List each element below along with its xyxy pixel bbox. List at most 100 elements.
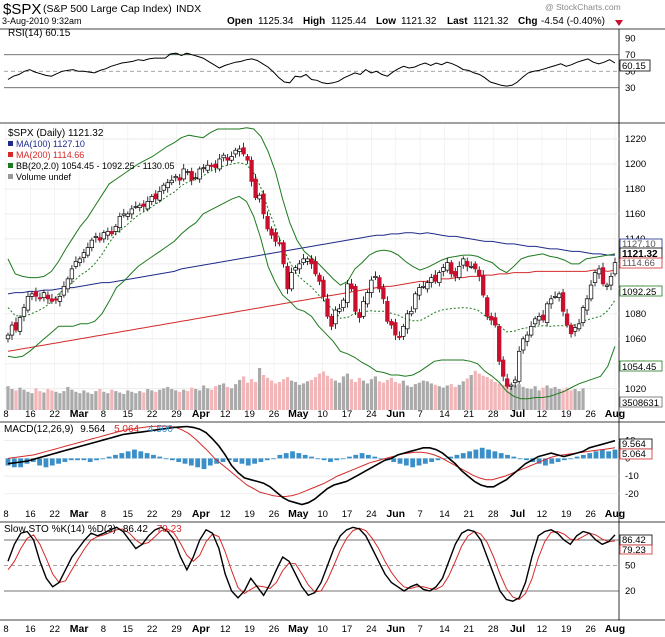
rsi-tick-label: 90	[625, 33, 636, 44]
candle-body	[117, 216, 122, 229]
bb-mid-line	[7, 162, 616, 333]
x-tick-label: 26	[585, 624, 596, 635]
macd-title-signal: 5.064	[114, 424, 139, 435]
x-tick-label: Aug	[605, 408, 625, 420]
macd-histogram-bar	[169, 458, 175, 461]
x-tick-label: 8	[3, 509, 8, 520]
x-tick-label: 17	[342, 509, 353, 520]
macd-histogram-bar	[524, 458, 529, 461]
x-tick-label: 26	[269, 509, 280, 520]
macd-histogram-bar	[207, 458, 213, 466]
x-tick-label: May	[288, 408, 309, 420]
volume-bar	[277, 382, 282, 410]
volume-bar	[349, 379, 354, 410]
x-tick-label: 15	[123, 509, 134, 520]
candle-body	[185, 171, 190, 173]
x-tick-label: Jun	[386, 408, 405, 420]
tick-labels: 9070503012201200118011601140112011001080…	[3, 33, 646, 635]
candle-body	[317, 274, 322, 282]
candle-body	[157, 191, 162, 201]
candle-body	[13, 322, 19, 331]
volume-bar	[198, 390, 202, 410]
candle-body	[417, 287, 422, 296]
macd-histogram-bar	[366, 454, 371, 459]
candle-body	[457, 266, 462, 278]
volume-bar	[313, 377, 318, 410]
candle-body	[121, 213, 126, 216]
x-tick-label: 12	[537, 409, 548, 420]
candle-body	[540, 314, 546, 321]
x-tick-label: Aug	[605, 623, 625, 635]
ma200-line	[7, 269, 616, 352]
volume-bar	[66, 386, 70, 410]
candle-body	[145, 201, 150, 210]
volume-bar	[261, 375, 266, 410]
macd-histogram-bar	[138, 451, 144, 459]
macd-histogram-bar	[233, 458, 239, 462]
candle-body	[241, 147, 246, 155]
x-tick-label: 19	[561, 624, 572, 635]
volume-bar	[126, 390, 130, 410]
candle-body	[497, 325, 502, 362]
volume-bar	[22, 389, 26, 410]
low-label: Low	[376, 16, 396, 27]
candle-body	[197, 168, 202, 180]
candle-body	[517, 350, 522, 382]
candle-body	[353, 286, 358, 312]
rsi-value-box: 60.15	[622, 61, 646, 72]
candle-body	[592, 272, 598, 283]
macd-histogram-bar	[252, 458, 257, 464]
k-value-box: 86.42	[622, 535, 646, 546]
candle-body	[37, 297, 43, 300]
candle-body	[125, 213, 130, 217]
volume-bar	[441, 387, 445, 410]
macd-histogram-bar	[517, 458, 523, 460]
volume-bar	[154, 391, 158, 410]
volume-bar	[70, 389, 74, 410]
x-tick-label: 21	[464, 624, 475, 635]
candle-body	[536, 315, 542, 321]
volume-bar	[333, 380, 338, 410]
x-tick-label: Apr	[192, 623, 210, 635]
chart-header: $SPX (S&P 500 Large Cap Index) INDX 3-Au…	[2, 1, 623, 27]
candle-body	[181, 168, 186, 180]
chg-value: -4.54 (-0.40%)	[541, 16, 605, 27]
candle-body	[257, 194, 262, 200]
volume-bar	[337, 382, 342, 410]
volume-bar	[481, 375, 485, 410]
volume-bar	[257, 368, 262, 410]
macd-histogram-bar	[113, 454, 118, 459]
candle-body	[469, 266, 474, 268]
candle-body	[349, 283, 354, 290]
volume-bar	[86, 392, 90, 410]
bb-lower-line	[7, 195, 616, 400]
candle-body	[425, 282, 430, 290]
candle-body	[453, 271, 458, 277]
volume-bar	[377, 381, 381, 410]
candle-body	[73, 261, 79, 267]
x-tick-label: May	[288, 508, 309, 520]
x-tick-label: 14	[439, 409, 450, 420]
x-tick-label: Jul	[510, 623, 525, 635]
ma200-value-box: 1114.66	[622, 258, 655, 269]
x-tick-label: 16	[25, 509, 36, 520]
candle-body	[333, 309, 338, 325]
macd-histogram-bar	[492, 451, 498, 459]
candle-body	[329, 315, 334, 327]
candle-body	[265, 216, 270, 230]
volume-bar	[102, 391, 106, 410]
candle-body	[564, 313, 570, 326]
bb-upper-value-box: 1127.10	[622, 239, 656, 250]
macd-histogram-bar	[68, 458, 74, 461]
volume-bar	[401, 380, 405, 410]
candle-body	[165, 182, 170, 189]
volume-bar	[353, 382, 358, 410]
macd-tick-label: -10	[625, 471, 639, 482]
volume-bar	[265, 377, 270, 410]
volume-bar	[501, 384, 505, 410]
volume-bar	[393, 382, 397, 410]
volume-bar	[186, 391, 190, 410]
macd-histogram-bar	[486, 449, 491, 459]
candle-body	[301, 258, 306, 263]
volume-bar	[134, 393, 138, 410]
